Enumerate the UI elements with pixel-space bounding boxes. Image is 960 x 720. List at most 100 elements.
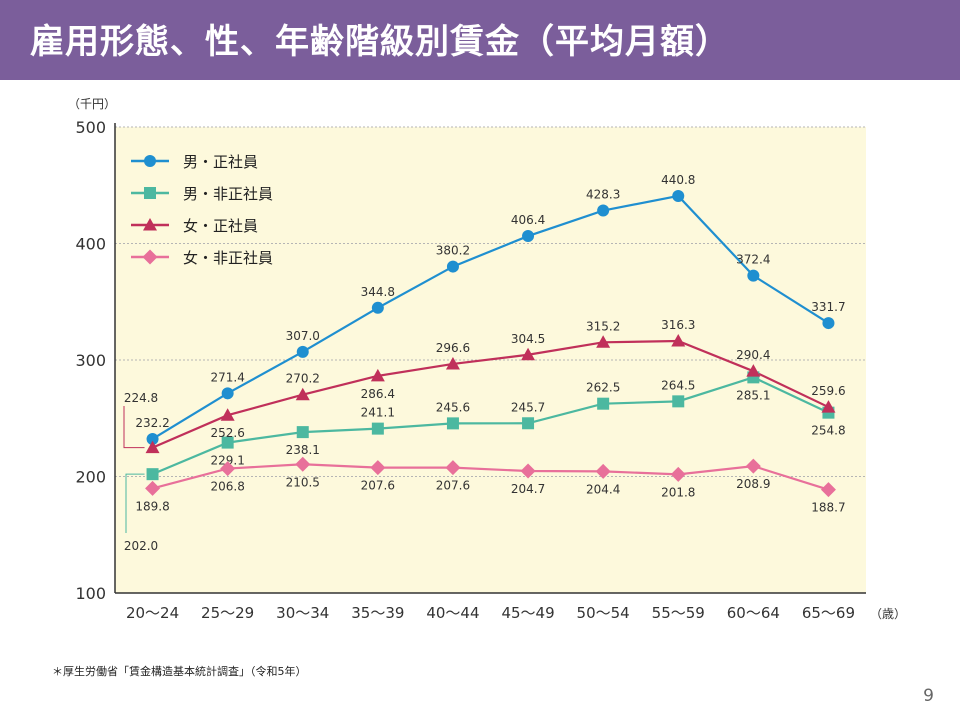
data-label: 271.4 xyxy=(210,370,244,384)
data-point xyxy=(145,480,161,496)
series-line xyxy=(152,339,829,449)
data-point xyxy=(221,436,234,449)
data-point xyxy=(522,417,535,430)
x-axis-unit-label: （歳） xyxy=(870,607,906,621)
data-point xyxy=(821,400,836,413)
x-tick-label: 55～59 xyxy=(652,604,705,622)
data-point xyxy=(596,335,611,348)
x-tick-label: 35～39 xyxy=(351,604,404,622)
data-point xyxy=(370,460,386,476)
data-label: 189.8 xyxy=(135,499,169,513)
data-label: 241.1 xyxy=(361,406,395,420)
y-tick-label: 400 xyxy=(75,235,106,254)
data-point xyxy=(747,269,760,282)
data-label: 259.6 xyxy=(811,384,845,398)
callout-leader xyxy=(125,473,145,533)
legend-label: 男・正社員 xyxy=(183,153,258,171)
series-line xyxy=(152,463,829,491)
data-point xyxy=(822,317,835,330)
data-label: 224.8 xyxy=(124,391,158,405)
data-label: 270.2 xyxy=(286,372,320,386)
y-tick-label: 500 xyxy=(75,118,106,137)
data-point xyxy=(597,397,610,410)
x-tick-label: 45～49 xyxy=(501,604,554,622)
data-point xyxy=(371,422,384,435)
data-label: 406.4 xyxy=(511,213,545,227)
data-label: 440.8 xyxy=(661,173,695,187)
data-point xyxy=(520,463,536,479)
x-tick-label: 40～44 xyxy=(426,604,479,622)
data-label: 428.3 xyxy=(586,188,620,202)
legend-marker xyxy=(144,187,156,199)
data-label: 202.0 xyxy=(124,539,158,553)
data-point xyxy=(296,345,309,358)
data-point xyxy=(672,395,685,408)
data-point xyxy=(595,463,611,479)
data-point xyxy=(370,368,385,382)
data-label: 316.3 xyxy=(661,318,695,332)
data-point xyxy=(672,189,685,202)
data-point xyxy=(371,301,384,314)
y-axis-unit-label: （千円） xyxy=(68,97,116,111)
data-label: 285.1 xyxy=(736,388,770,402)
data-label: 232.2 xyxy=(135,416,169,430)
data-point xyxy=(446,260,459,273)
data-point xyxy=(296,426,309,439)
data-point xyxy=(522,230,535,243)
data-point xyxy=(597,204,610,217)
data-label: 252.6 xyxy=(210,426,244,440)
y-tick-label: 200 xyxy=(75,468,106,487)
x-tick-label: 30～34 xyxy=(276,604,329,622)
series-line xyxy=(152,376,829,476)
data-label: 210.5 xyxy=(286,475,320,489)
data-point xyxy=(221,387,234,400)
x-tick-label: 65～69 xyxy=(802,604,855,622)
data-label: 204.7 xyxy=(511,482,545,496)
legend-label: 男・非正社員 xyxy=(183,185,273,203)
data-point xyxy=(146,468,159,481)
slide-title: 雇用形態、性、年齢階級別賃金（平均月額） xyxy=(30,22,730,62)
data-point xyxy=(671,334,686,347)
data-label: 207.6 xyxy=(361,479,395,493)
data-label: 254.8 xyxy=(811,424,845,438)
data-point xyxy=(745,458,761,474)
data-label: 290.4 xyxy=(736,348,770,362)
data-point xyxy=(220,408,235,421)
source-footnote: ＊厚生労働省「賃金構造基本統計調査」（令和5年） xyxy=(52,665,307,678)
data-label: 331.7 xyxy=(811,300,845,314)
data-point xyxy=(295,387,310,401)
data-point xyxy=(521,347,536,361)
data-label: 372.4 xyxy=(736,253,770,267)
legend-marker xyxy=(142,249,158,265)
data-point xyxy=(670,466,686,482)
x-tick-label: 60～64 xyxy=(727,604,780,622)
data-label: 201.8 xyxy=(661,485,695,499)
y-tick-label: 300 xyxy=(75,351,106,370)
data-label: 204.4 xyxy=(586,482,620,496)
data-point xyxy=(295,456,311,472)
data-label: 245.7 xyxy=(511,400,545,414)
data-label: 238.1 xyxy=(286,443,320,457)
legend-marker xyxy=(143,218,157,231)
data-label: 188.7 xyxy=(811,501,845,515)
data-point xyxy=(446,417,459,430)
data-label: 206.8 xyxy=(210,480,244,494)
data-label: 307.0 xyxy=(286,329,320,343)
legend-label: 女・非正社員 xyxy=(183,249,273,267)
data-label: 296.6 xyxy=(436,341,470,355)
x-tick-label: 25～29 xyxy=(201,604,254,622)
data-label: 245.6 xyxy=(436,400,470,414)
data-label: 344.8 xyxy=(361,285,395,299)
callout-leader xyxy=(123,406,145,449)
data-label: 286.4 xyxy=(361,387,395,401)
data-label: 315.2 xyxy=(586,319,620,333)
data-point xyxy=(820,482,836,498)
data-point xyxy=(746,364,761,377)
legend-label: 女・正社員 xyxy=(183,217,258,235)
data-label: 264.5 xyxy=(661,378,695,392)
data-label: 304.5 xyxy=(511,332,545,346)
data-label: 207.6 xyxy=(436,479,470,493)
data-point xyxy=(220,461,236,477)
data-label: 380.2 xyxy=(436,244,470,258)
